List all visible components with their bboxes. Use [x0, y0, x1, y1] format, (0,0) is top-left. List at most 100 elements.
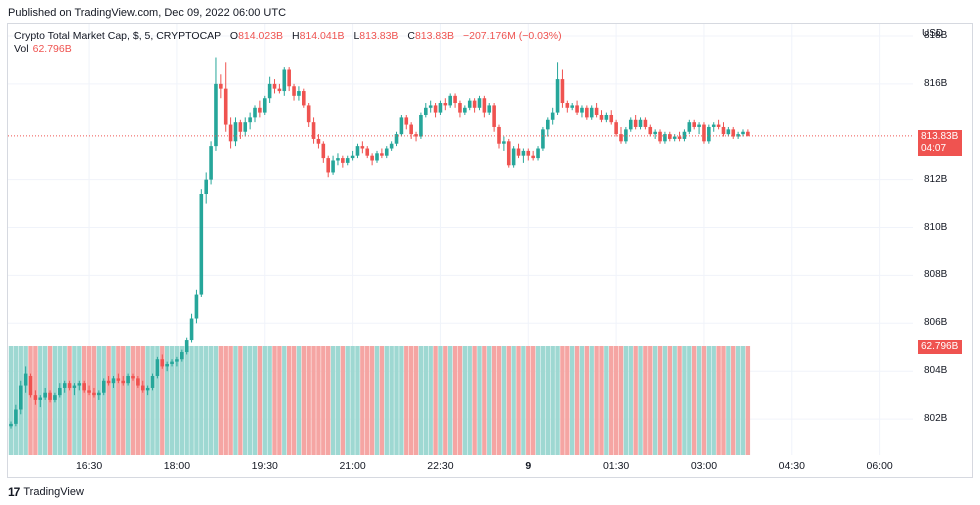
volume-bar — [574, 346, 580, 455]
candle-body — [609, 114, 614, 123]
candle-body — [287, 69, 291, 87]
price-tick-label: 804B — [924, 365, 948, 377]
close-value: 813.83B — [414, 30, 455, 42]
candle-body — [394, 134, 399, 144]
volume-bar — [516, 346, 521, 455]
volume-bar — [208, 346, 214, 455]
candle-body — [531, 155, 535, 159]
volume-bar — [311, 346, 316, 455]
candle-body — [194, 294, 199, 319]
candle-body — [199, 194, 204, 295]
candle-body — [604, 114, 609, 120]
candle-body — [716, 124, 721, 127]
candle-body — [599, 114, 604, 120]
volume-bars — [8, 346, 751, 455]
candle-body — [316, 138, 321, 144]
volume-bar — [399, 346, 404, 455]
candle-body — [648, 126, 653, 135]
volume-bar — [389, 346, 394, 455]
candle-body — [463, 107, 467, 113]
candle-body — [155, 359, 160, 376]
ohlc-legend: Crypto Total Market Cap, $, 5, CRYPTOCAP… — [14, 29, 562, 43]
price-candles — [9, 57, 750, 429]
candle-body — [741, 131, 745, 135]
volume-bar — [28, 346, 33, 455]
volume-bar — [408, 346, 414, 455]
volume-bar — [731, 346, 736, 455]
volume-bar — [491, 346, 497, 455]
symbol-name[interactable]: Crypto Total Market Cap, $, 5, CRYPTOCAP — [14, 30, 221, 42]
volume-bar — [13, 346, 19, 455]
candle-body — [380, 153, 384, 156]
volume-bar — [233, 346, 238, 455]
volume-bar — [174, 346, 180, 455]
volume-bar — [135, 346, 141, 455]
candle-body — [585, 107, 589, 118]
volume-bar — [526, 346, 531, 455]
candle-body — [546, 119, 550, 130]
volume-label[interactable]: Vol — [14, 43, 29, 55]
volume-bar — [384, 346, 389, 455]
candle-body — [28, 375, 33, 396]
candle-body — [292, 86, 296, 96]
volume-bar — [277, 346, 282, 455]
candle-body — [687, 122, 692, 132]
candle-body — [311, 122, 316, 139]
volume-bar — [62, 346, 67, 455]
volume-bar — [716, 346, 721, 455]
time-tick-label: 9 — [525, 460, 532, 472]
volume-bar — [711, 346, 716, 455]
volume-bar — [335, 346, 341, 455]
candle-body — [443, 103, 448, 106]
candle-body — [375, 153, 379, 161]
candle-body — [87, 390, 91, 393]
volume-bar — [501, 346, 507, 455]
candle-body — [72, 385, 77, 388]
volume-bar — [677, 346, 682, 455]
candle-body — [131, 375, 135, 379]
candle-body — [253, 107, 257, 118]
volume-bar — [448, 346, 453, 455]
candle-body — [589, 107, 594, 118]
candle-body — [389, 143, 394, 149]
volume-bar — [86, 346, 92, 455]
candle-body — [492, 105, 496, 127]
volume-bar — [330, 346, 336, 455]
volume-bar — [633, 346, 638, 455]
volume-bar — [140, 346, 145, 455]
candle-body — [355, 146, 360, 156]
volume-bar — [701, 346, 707, 455]
volume-bar — [228, 346, 233, 455]
volume-bar — [243, 346, 248, 455]
volume-bar — [540, 346, 546, 455]
time-tick-label: 01:30 — [602, 460, 630, 472]
volume-bar — [199, 346, 204, 455]
candle-body — [165, 364, 169, 367]
candle-body — [14, 409, 18, 424]
candle-body — [140, 385, 145, 391]
volume-bar — [638, 346, 643, 455]
candle-body — [336, 158, 340, 161]
candle-body — [516, 148, 521, 156]
volume-bar — [77, 346, 82, 455]
volume-bar — [91, 346, 97, 455]
candle-body — [272, 83, 277, 89]
candle-body — [77, 383, 82, 386]
candle-body — [711, 124, 716, 127]
volume-bar — [462, 346, 468, 455]
candle-body — [477, 98, 482, 108]
change-value: −207.176M (−0.03%) — [462, 30, 562, 42]
candle-body — [448, 95, 452, 106]
candle-body — [341, 158, 345, 163]
candle-body — [697, 124, 701, 127]
candle-body — [62, 383, 67, 388]
tradingview-brand[interactable]: 17 TradingView — [8, 485, 84, 499]
volume-bar — [164, 346, 170, 455]
candle-body — [9, 423, 13, 427]
volume-bar — [496, 346, 502, 455]
volume-bar — [145, 346, 150, 455]
currency-label[interactable]: USD — [922, 28, 944, 39]
candle-body — [638, 119, 643, 127]
volume-bar — [672, 346, 677, 455]
